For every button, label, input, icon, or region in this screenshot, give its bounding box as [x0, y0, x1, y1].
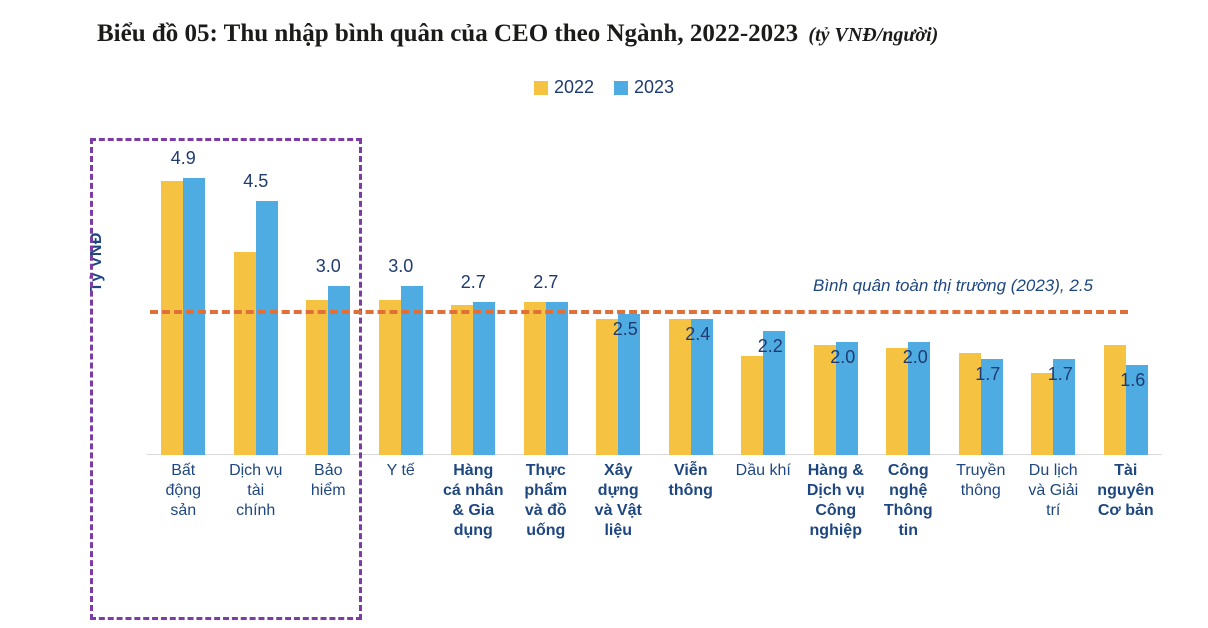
legend-label: 2023 [634, 77, 675, 97]
bar-2023 [690, 319, 713, 455]
bar-2022 [1103, 344, 1126, 455]
bar-2023 [400, 285, 423, 455]
bar-group: 3.0 Y tế [365, 125, 438, 479]
bar-2022 [668, 319, 691, 455]
value-label: 2.0 [830, 347, 856, 367]
category-label: Công nghệ Thông tin [883, 462, 933, 539]
category-label: Bảo hiểm [310, 462, 346, 499]
bar-group: 1.6 Tài nguyên Cơ bản [1090, 125, 1163, 519]
bar-2022 [741, 356, 764, 455]
chart-title-unit: (tỷ VNĐ/người) [808, 24, 939, 46]
plot-area: 4.9 Bất động sản 4.5 Dịch vụ tài chính 3.0 Bả… [147, 125, 1163, 539]
bar-group: 2.0 Hàng & Dịch vụ Công nghiệp [800, 125, 873, 539]
bar-group: 3.0 Bảo hiểm [292, 125, 365, 499]
category-label: Xây dựng và Vật liệu [594, 462, 642, 539]
value-label: 1.7 [1047, 363, 1073, 384]
value-label: 4.5 [243, 170, 269, 191]
bar-2022 [523, 302, 546, 455]
legend-swatch-2023 [614, 80, 628, 95]
legend-label: 2022 [553, 77, 594, 97]
legend-item: 2023 [614, 77, 674, 98]
bar-2023 [1053, 358, 1076, 455]
bar-group: 2.2 Dầu khí [727, 125, 800, 479]
bar-2023 [763, 330, 786, 455]
category-label: Dầu khí [735, 462, 791, 479]
legend-item: 2022 [533, 77, 594, 98]
bar-2022 [378, 299, 401, 455]
value-label: 4.9 [170, 148, 196, 169]
bar-2022 [306, 299, 329, 455]
bar-2022 [233, 251, 256, 455]
bar-2023 [980, 358, 1003, 455]
bar-2022 [886, 347, 909, 455]
bar-2022 [596, 319, 619, 455]
bar-group: 4.5 Dịch vụ tài chính [220, 125, 293, 519]
bar-2022 [1031, 373, 1054, 455]
bar-2023 [473, 302, 496, 455]
category-label: Hàng & Dịch vụ Công nghiệp [806, 462, 865, 539]
chart-legend: 2022 2023 [0, 77, 1208, 98]
category-label: Dịch vụ tài chính [229, 462, 283, 519]
bar-group: 2.5 Xây dựng và Vật liệu [582, 125, 655, 539]
bar-2023 [835, 342, 858, 455]
bar-2023 [908, 342, 931, 455]
category-label: Tài nguyên Cơ bản [1097, 462, 1155, 519]
category-label: Viễn thông [668, 462, 713, 499]
bar-2022 [813, 344, 836, 455]
bar-2022 [958, 353, 981, 455]
bar-group: 4.9 Bất động sản [147, 125, 220, 519]
bar-group: 2.7 Thực phẩm và đồ uống [510, 125, 583, 539]
bar-group: 2.0 Công nghệ Thông tin [872, 125, 945, 539]
bar-2022 [451, 305, 474, 455]
value-label: 2.2 [757, 335, 783, 356]
chart-title-text: Biểu đồ 05: Thu nhập bình quân của CEO t… [97, 20, 799, 47]
value-label: 2.7 [460, 272, 486, 293]
bar-2023 [183, 178, 206, 455]
value-label: 2.7 [533, 272, 559, 293]
bar-2023 [255, 200, 278, 455]
bar-group: 2.4 Viễn thông [655, 125, 728, 499]
category-label: Y tế [386, 462, 415, 479]
value-label: 3.0 [388, 255, 414, 276]
category-label: Du lịch và Giải trí [1028, 462, 1079, 519]
bar-2022 [161, 180, 184, 455]
bar-2023 [618, 313, 641, 455]
page-title: Biểu đồ 05: Thu nhập bình quân của CEO t… [97, 18, 938, 51]
highlight-box [90, 138, 362, 620]
value-label: 3.0 [315, 255, 341, 276]
bar-2023 [328, 285, 351, 455]
value-label: 2.4 [685, 324, 711, 345]
bar-group: 1.7 Truyền thông [945, 125, 1018, 499]
legend-swatch-2022 [533, 80, 548, 95]
category-label: Truyền thông [956, 462, 1006, 499]
average-line-label: Bình quân toàn thị trường (2023), 2.5 [812, 276, 1093, 295]
category-label: Bất động sản [165, 462, 202, 519]
average-reference-line [150, 310, 1128, 314]
bar-group: 1.7 Du lịch và Giải trí [1017, 125, 1090, 519]
bar-group: 2.7 Hàng cá nhân & Gia dụng [437, 125, 510, 539]
bar-2023 [1125, 364, 1148, 455]
category-label: Thực phẩm và đồ uống [524, 462, 568, 539]
value-label: 1.6 [1120, 369, 1146, 390]
value-label: 2.0 [902, 347, 928, 367]
bar-2023 [545, 302, 568, 455]
value-label: 1.7 [975, 363, 1001, 384]
category-label: Hàng cá nhân & Gia dụng [443, 462, 504, 539]
value-label: 2.5 [612, 318, 638, 339]
